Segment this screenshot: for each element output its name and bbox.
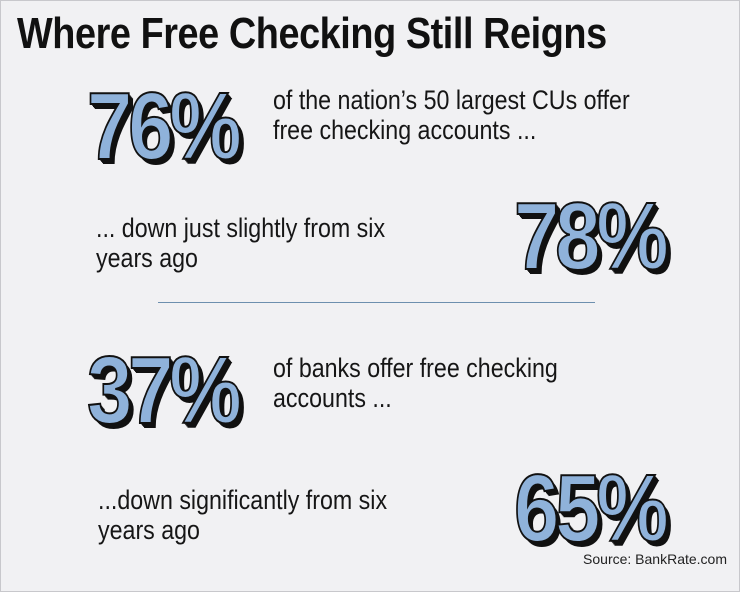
text-line: of the nation’s 50 largest CUs offer: [273, 85, 630, 115]
title: Where Free Checking Still Reigns: [17, 9, 607, 58]
stat: 78%: [513, 183, 670, 290]
text-line: ...down significantly from six: [98, 485, 388, 515]
text-line: free checking accounts ...: [273, 115, 537, 145]
source: Source: BankRate.com: [583, 551, 727, 567]
text-line: of banks offer free checking: [273, 353, 558, 383]
stat: 37%: [86, 337, 243, 444]
text-line: ... down just slightly from six: [96, 213, 386, 243]
divider: [158, 302, 595, 303]
text-line: years ago: [96, 243, 198, 273]
text-line: years ago: [98, 515, 200, 545]
stat: 76%: [86, 73, 243, 180]
text-line: accounts ...: [273, 383, 392, 413]
stat: 65%: [513, 455, 670, 562]
